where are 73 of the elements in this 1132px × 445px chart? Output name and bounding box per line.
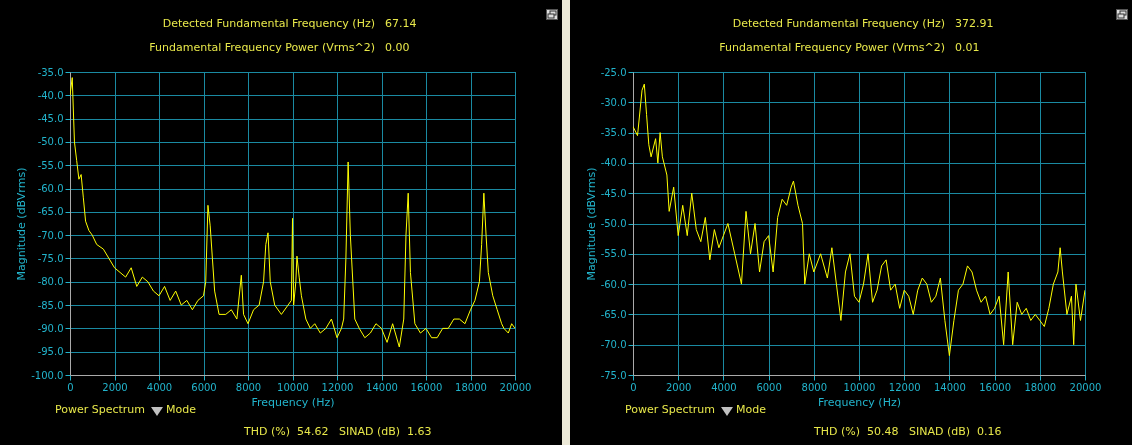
y-tick-label: -30.0 bbox=[600, 96, 627, 108]
y-tick-label: -40.0 bbox=[600, 157, 627, 169]
x-tick-label: 12000 bbox=[321, 381, 354, 393]
x-tick-label: 4000 bbox=[711, 381, 737, 393]
text: Mode bbox=[166, 403, 196, 416]
y-tick-label: -40.0 bbox=[37, 89, 64, 101]
text: 50.48 bbox=[867, 425, 899, 438]
y-axis-title: Magnitude (dBVrms) bbox=[15, 167, 29, 281]
y-tick-label: -50.0 bbox=[600, 218, 627, 229]
y-tick-label: -75.0 bbox=[600, 369, 627, 381]
text: THD (%) bbox=[814, 425, 860, 438]
x-tick-label: 2000 bbox=[665, 381, 692, 393]
y-tick-label: -60.0 bbox=[37, 183, 64, 195]
text: THD (%) bbox=[244, 425, 290, 438]
text: Detected Fundamental Frequency (Hz) bbox=[732, 17, 945, 30]
x-tick-label: 12000 bbox=[888, 381, 921, 393]
y-tick-label: -50.0 bbox=[37, 136, 64, 148]
x-tick-label: 20000 bbox=[1069, 381, 1102, 393]
x-tick-label: 0 bbox=[67, 381, 74, 393]
y-axis-title: Magnitude (dBVrms) bbox=[584, 167, 598, 281]
x-tick-label: 8000 bbox=[235, 381, 262, 393]
x-tick-label: 18000 bbox=[1024, 381, 1057, 393]
text: 54.62 bbox=[297, 425, 329, 438]
x-axis-title: Frequency (Hz) bbox=[818, 395, 901, 409]
y-tick-label: -25.0 bbox=[600, 66, 627, 78]
y-tick-label: -35.0 bbox=[600, 127, 627, 139]
x-tick-label: 6000 bbox=[191, 381, 217, 393]
text: Fundamental Frequency Power (Vrms^2) bbox=[719, 41, 945, 54]
text: 372.91 bbox=[955, 17, 994, 30]
y-tick-label: -95.0 bbox=[37, 346, 64, 358]
text: Power Spectrum bbox=[55, 403, 146, 416]
x-tick-label: 10000 bbox=[843, 381, 876, 393]
y-tick-label: -55.0 bbox=[600, 248, 627, 260]
y-tick-label: -70.0 bbox=[600, 339, 627, 351]
text: SINAD (dB) bbox=[338, 425, 400, 438]
x-tick-label: 16000 bbox=[979, 381, 1012, 393]
line-series bbox=[70, 77, 515, 348]
x-tick-label: 18000 bbox=[455, 381, 487, 393]
y-tick-label: -60.0 bbox=[600, 278, 627, 290]
text: Fundamental Frequency Power (Vrms^2) bbox=[149, 41, 375, 54]
y-tick-label: -65.0 bbox=[600, 308, 627, 320]
x-tick-label: 8000 bbox=[801, 381, 828, 393]
y-tick-label: -80.0 bbox=[37, 276, 64, 288]
y-tick-label: -35.0 bbox=[37, 66, 64, 78]
text: Mode bbox=[736, 403, 766, 416]
text: SINAD (dB) bbox=[908, 425, 970, 438]
y-tick-label: -55.0 bbox=[37, 159, 64, 171]
text: 1.63 bbox=[407, 425, 432, 438]
y-tick-label: -45.0 bbox=[600, 187, 627, 199]
text: 0.16 bbox=[977, 425, 1002, 438]
x-tick-label: 20000 bbox=[499, 381, 532, 393]
y-tick-label: -70.0 bbox=[37, 229, 64, 241]
y-tick-label: -65.0 bbox=[37, 206, 64, 218]
x-tick-label: 2000 bbox=[102, 381, 128, 393]
y-tick-label: -100.0 bbox=[31, 369, 64, 381]
x-tick-label: 6000 bbox=[756, 381, 782, 393]
x-tick-label: 4000 bbox=[146, 381, 173, 393]
x-tick-label: 14000 bbox=[366, 381, 398, 393]
text: 0.01 bbox=[955, 41, 980, 54]
x-tick-label: 14000 bbox=[933, 381, 966, 393]
y-tick-label: -45.0 bbox=[37, 113, 64, 125]
y-tick-label: -75.0 bbox=[37, 252, 64, 264]
y-tick-label: -85.0 bbox=[37, 299, 64, 311]
text: 67.14 bbox=[385, 17, 417, 30]
line-series bbox=[633, 83, 1085, 357]
x-tick-label: 0 bbox=[630, 381, 637, 393]
x-axis-title: Frequency (Hz) bbox=[251, 395, 335, 409]
y-tick-label: -90.0 bbox=[37, 322, 64, 334]
text: Power Spectrum bbox=[625, 403, 716, 416]
x-tick-label: 10000 bbox=[277, 381, 309, 393]
text: Detected Fundamental Frequency (Hz) bbox=[162, 17, 375, 30]
text: 0.00 bbox=[385, 41, 410, 54]
x-tick-label: 16000 bbox=[410, 381, 443, 393]
